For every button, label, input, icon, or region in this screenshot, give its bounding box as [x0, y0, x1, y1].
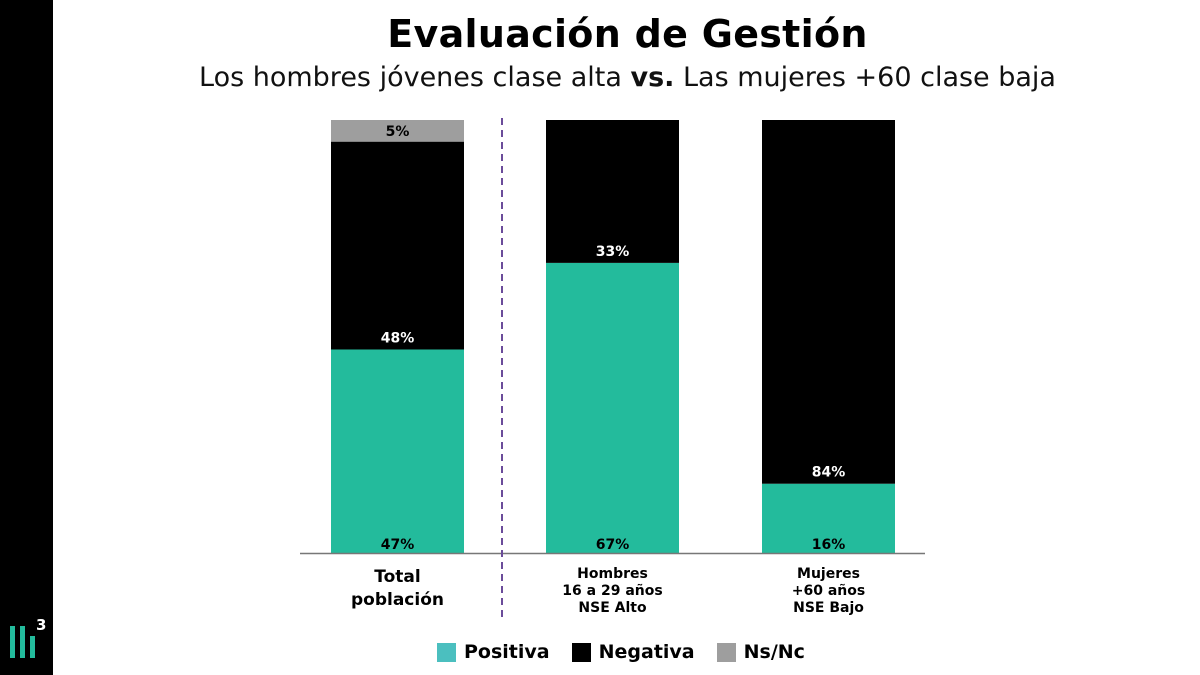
bar-negativa-3 [762, 120, 895, 484]
legend-label-positiva: Positiva [464, 641, 550, 663]
x-tick-label-2: Hombres 16 a 29 años NSE Alto [562, 566, 663, 616]
data-label-negativa-1: 48% [381, 330, 415, 346]
chart-legend: Positiva Negativa Ns/Nc [437, 640, 805, 664]
subtitle-part1: Los hombres jóvenes clase alta [199, 62, 631, 93]
page-title: Evaluación de Gestión [387, 12, 868, 56]
legend-label-negativa: Negativa [598, 641, 695, 663]
bar-positiva-1 [331, 349, 464, 553]
legend-swatch-nsnc [716, 642, 736, 662]
brand-logo-icon: 3 [10, 616, 46, 658]
data-label-positiva-2: 67% [596, 537, 630, 553]
legend-item-negativa: Negativa [571, 641, 695, 663]
bar-negativa-1 [331, 141, 464, 350]
legend-swatch-positiva [437, 642, 456, 662]
x-tick-label-3: Mujeres +60 años NSE Bajo [791, 566, 866, 616]
bar-positiva-2 [546, 262, 679, 553]
legend-swatch-negativa [571, 642, 591, 662]
legend-item-positiva: Positiva [437, 641, 550, 663]
bar-negativa-2 [546, 120, 679, 263]
legend-label-nsnc: Ns/Nc [743, 641, 805, 663]
legend-item-nsnc: Ns/Nc [716, 641, 805, 663]
subtitle-part2: Las mujeres +60 clase baja [674, 62, 1056, 93]
bar-nsnc-1 [331, 120, 464, 142]
left-sidebar-bar [0, 0, 53, 675]
subtitle-vs: vs. [630, 62, 675, 93]
data-label-negativa-3: 84% [812, 465, 846, 481]
data-label-negativa-2: 33% [596, 244, 630, 260]
data-label-nsnc-1: 5% [386, 124, 410, 140]
bar-positiva-3 [762, 483, 895, 553]
page-subtitle: Los hombres jóvenes clase alta vs. Las m… [0, 62, 1200, 93]
x-tick-label-1: Total población [350, 567, 444, 610]
brand-logo-glyph: 3 [36, 616, 46, 634]
data-label-positiva-1: 47% [381, 537, 415, 553]
data-label-positiva-3: 16% [812, 537, 846, 553]
